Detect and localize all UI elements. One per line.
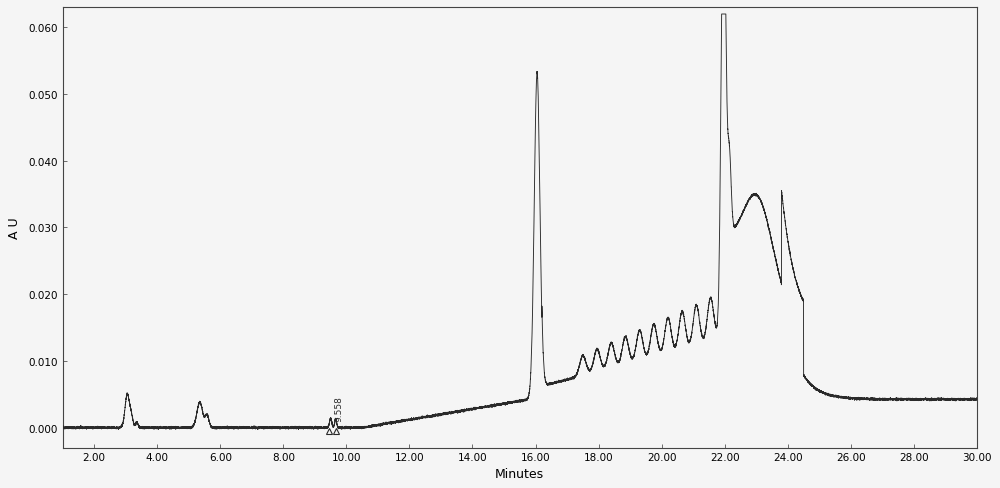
Y-axis label: A U: A U <box>8 217 21 239</box>
Text: 9.558: 9.558 <box>335 395 344 421</box>
X-axis label: Minutes: Minutes <box>495 467 544 480</box>
